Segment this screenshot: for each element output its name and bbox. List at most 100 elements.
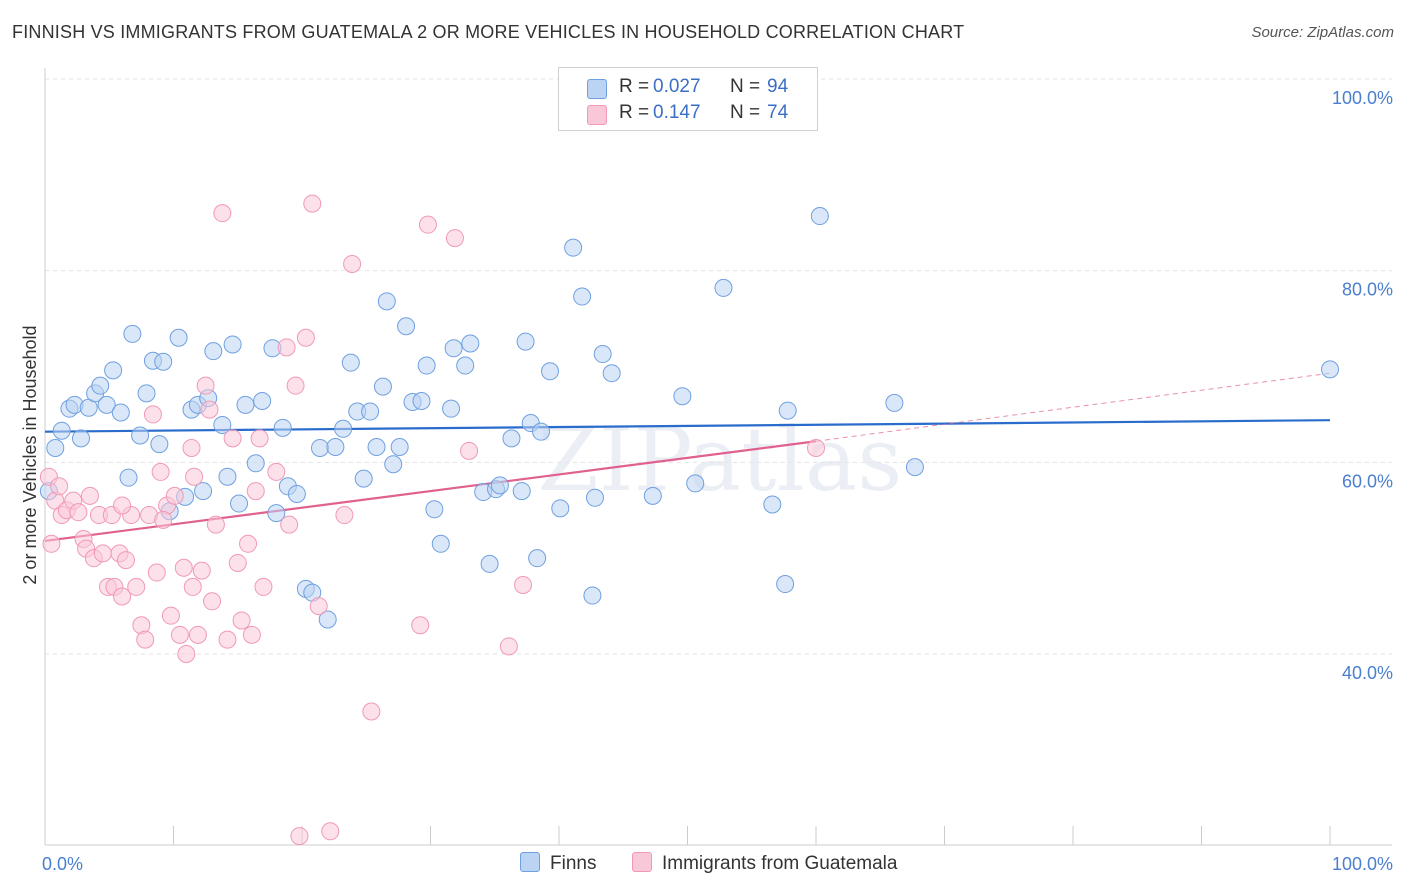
guatemala-point — [303, 194, 322, 213]
finns-point — [361, 402, 380, 421]
axes — [44, 68, 1392, 846]
finns-point — [213, 415, 232, 434]
finns-point — [46, 438, 65, 457]
finns-point — [673, 387, 692, 406]
guatemala-point — [165, 486, 184, 505]
finns-point — [137, 384, 156, 403]
finns-point — [52, 421, 71, 440]
finns-point — [131, 426, 150, 445]
finns-point — [585, 488, 604, 507]
guatemala-point — [188, 625, 207, 644]
guatemala-n-label: N = — [730, 102, 761, 123]
finns-point — [204, 342, 223, 361]
finns-point — [354, 469, 373, 488]
finns-point — [341, 353, 360, 372]
finns-point — [763, 495, 782, 514]
guatemala-point — [267, 462, 286, 481]
guatemala-point — [213, 204, 232, 223]
finns-point — [431, 534, 450, 553]
finns-point — [377, 292, 396, 311]
guatemala-point — [206, 515, 225, 534]
finns-point — [367, 438, 386, 456]
guatemala-point — [93, 544, 112, 563]
finns-point — [397, 317, 416, 336]
guatemala-point — [499, 637, 518, 656]
guatemala-point — [460, 441, 479, 460]
guatemala-point — [280, 515, 299, 534]
guatemala-point — [418, 215, 437, 234]
guatemala-point — [42, 534, 61, 553]
finns-swatch — [587, 79, 607, 99]
finns-point — [150, 435, 169, 454]
finns-point — [905, 458, 924, 477]
finns-point — [417, 356, 436, 375]
chart-title: FINNISH VS IMMIGRANTS FROM GUATEMALA 2 O… — [12, 22, 965, 42]
bottom-guatemala-swatch — [632, 852, 652, 872]
finns-point — [412, 392, 431, 410]
finns-point — [602, 364, 621, 383]
guatemala-point — [321, 822, 340, 841]
finns-point — [384, 455, 403, 474]
finns-point — [456, 356, 475, 375]
bottom-guatemala-label: Immigrants from Guatemala — [662, 853, 898, 874]
finns-n-value: 94 — [767, 76, 789, 97]
finns-point — [573, 287, 592, 306]
bottom-finns-swatch — [520, 852, 540, 872]
guatemala-point — [242, 625, 261, 644]
guatemala-point — [113, 496, 132, 515]
finns-point — [287, 484, 306, 503]
finns-point — [154, 352, 173, 371]
finns-n-label: N = — [730, 76, 761, 97]
finns-point — [111, 403, 130, 422]
finns-point — [425, 500, 444, 519]
finns-point — [230, 494, 249, 513]
guatemala-point — [192, 561, 211, 580]
finns-r-label: R = — [619, 76, 650, 97]
guatemala-point — [290, 827, 309, 846]
finns-point — [593, 345, 612, 364]
finns-point — [71, 429, 90, 448]
finns-point — [778, 401, 797, 420]
finns-point — [551, 499, 570, 518]
guatemala-r-value: 0.147 — [653, 102, 701, 123]
guatemala-point — [807, 438, 825, 457]
guatemala-point — [143, 405, 162, 424]
finns-r-value: 0.027 — [653, 76, 701, 97]
guatemala-point — [177, 645, 196, 663]
finns-point — [714, 278, 733, 297]
guatemala-point — [154, 510, 173, 529]
finns-point — [218, 467, 237, 486]
finns-point — [334, 419, 353, 438]
guatemala-swatch — [587, 105, 607, 125]
guatemala-point — [335, 506, 354, 525]
guatemala-point — [185, 467, 204, 486]
bottom-legend-finns: Finns — [520, 852, 596, 875]
guatemala-point — [445, 229, 464, 248]
guatemala-point — [136, 630, 155, 649]
finns-point — [480, 554, 499, 573]
guatemala-point — [254, 577, 273, 596]
guatemala-point — [151, 462, 170, 481]
guatemala-point — [69, 503, 88, 522]
guatemala-point — [113, 587, 132, 606]
finns-point — [194, 482, 213, 501]
guatemala-point — [250, 429, 269, 448]
finns-point — [516, 332, 535, 351]
guatemala-point — [127, 577, 146, 596]
guatemala-point — [50, 477, 69, 496]
finns-point — [169, 328, 188, 347]
x-tick-label: 0.0% — [42, 854, 83, 874]
finns-point — [442, 399, 461, 418]
finns-point — [502, 429, 521, 448]
finns-point — [236, 395, 255, 414]
finns-point — [528, 549, 547, 568]
guatemala-point — [116, 551, 135, 570]
finns-point — [253, 392, 272, 410]
guatemala-r-label: R = — [619, 102, 650, 123]
guatemala-point — [80, 486, 99, 505]
finns-point — [444, 339, 463, 358]
guatemala-point — [286, 376, 305, 395]
finns-point — [583, 586, 602, 605]
finns-point — [326, 438, 345, 456]
